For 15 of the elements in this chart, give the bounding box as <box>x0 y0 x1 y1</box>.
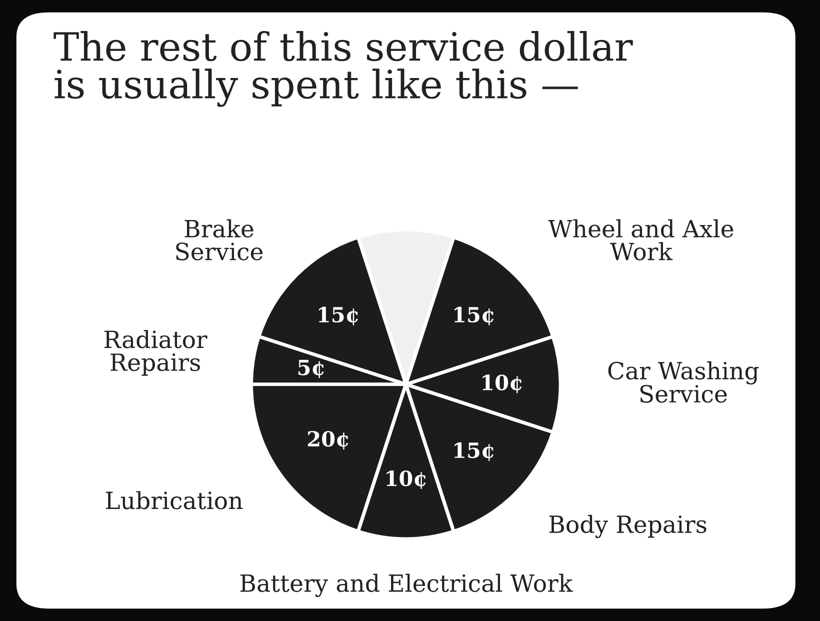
data-label: 15¢ <box>454 442 494 461</box>
data-label: 15¢ <box>318 306 358 326</box>
slice-label: Body Repairs <box>549 514 706 538</box>
data-label: 15¢ <box>454 306 494 326</box>
data-label: 10¢ <box>386 470 426 489</box>
slice-label: Radiator Repairs <box>104 330 208 376</box>
slice-label: Brake Service <box>176 219 263 260</box>
slice-label: Wheel and Axle Work <box>548 219 734 260</box>
slice-label: Car Washing Service <box>608 361 759 403</box>
data-label: 10¢ <box>482 374 522 394</box>
data-label: 20¢ <box>308 430 348 450</box>
slice-label: Lubrication <box>106 491 243 510</box>
chart-title: The rest of this service dollar is usually spent like this — <box>54 31 633 107</box>
data-label: 5¢ <box>298 360 324 378</box>
slice-label: Battery and Electrical Work <box>240 574 573 597</box>
